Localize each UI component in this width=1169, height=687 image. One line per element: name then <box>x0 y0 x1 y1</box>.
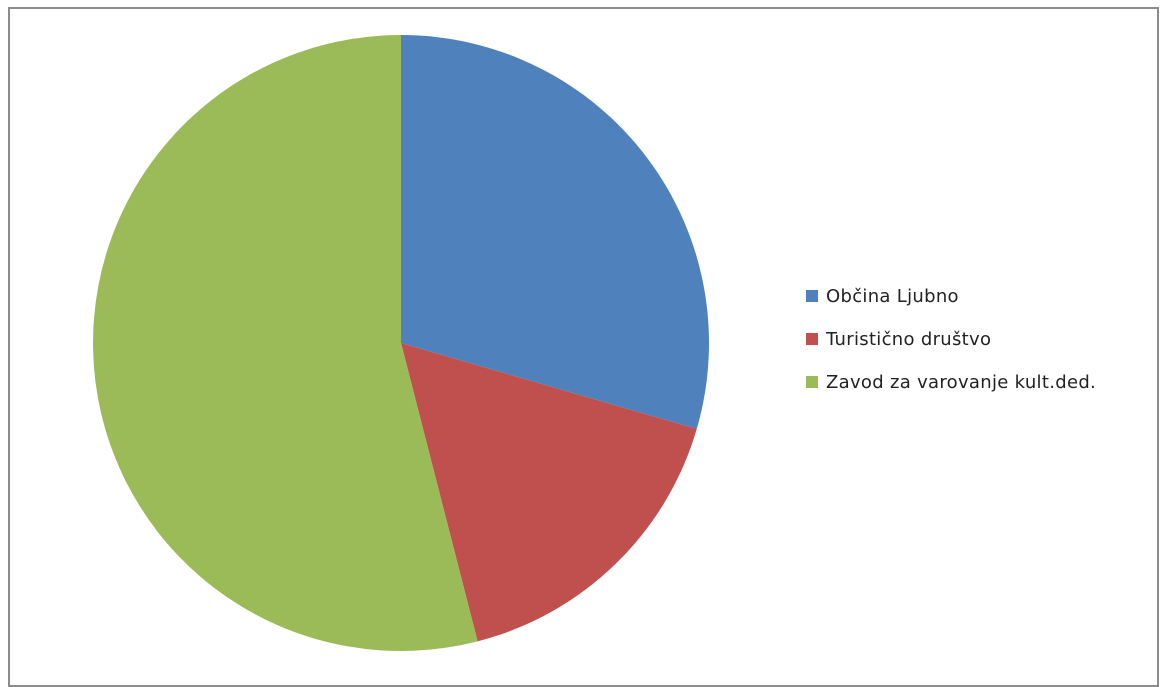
legend-swatch <box>806 333 818 345</box>
legend-label: Zavod za varovanje kult.ded. <box>826 371 1097 393</box>
legend-label: Turistično društvo <box>826 328 992 350</box>
legend-item-turisticno-drustvo: Turistično društvo <box>806 326 1096 352</box>
pie-slice-zavod <box>93 35 478 651</box>
legend-label: Občina Ljubno <box>826 285 959 307</box>
legend-item-obcina-ljubno: Občina Ljubno <box>806 283 1096 309</box>
pie-slice-obcina-ljubno <box>401 35 709 429</box>
legend-swatch <box>806 376 818 388</box>
legend: Občina Ljubno Turistično društvo Zavod z… <box>806 283 1096 412</box>
legend-item-zavod: Zavod za varovanje kult.ded. <box>806 369 1096 395</box>
legend-swatch <box>806 290 818 302</box>
pie-slice-turisticno-drustvo <box>401 343 697 642</box>
